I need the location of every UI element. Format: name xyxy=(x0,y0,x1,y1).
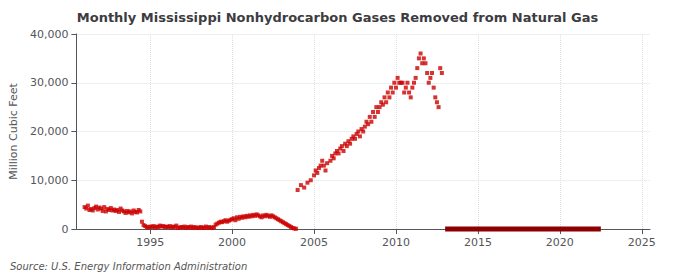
svg-text:2015: 2015 xyxy=(464,236,492,249)
svg-text:2000: 2000 xyxy=(218,236,246,249)
svg-text:20,000: 20,000 xyxy=(30,125,69,138)
svg-text:1995: 1995 xyxy=(136,236,164,249)
svg-text:10,000: 10,000 xyxy=(30,174,69,187)
svg-text:Monthly Mississippi Nonhydroca: Monthly Mississippi Nonhydrocarbon Gases… xyxy=(77,10,599,25)
svg-text:40,000: 40,000 xyxy=(30,28,69,41)
svg-text:2010: 2010 xyxy=(382,236,410,249)
svg-text:2025: 2025 xyxy=(628,236,656,249)
svg-text:2005: 2005 xyxy=(300,236,328,249)
svg-text:Million Cubic Feet: Million Cubic Feet xyxy=(7,82,20,179)
svg-text:Source: U.S. Energy Informatio: Source: U.S. Energy Information Administ… xyxy=(10,261,247,272)
svg-text:2020: 2020 xyxy=(546,236,574,249)
svg-text:30,000: 30,000 xyxy=(30,76,69,89)
svg-text:0: 0 xyxy=(61,223,68,236)
